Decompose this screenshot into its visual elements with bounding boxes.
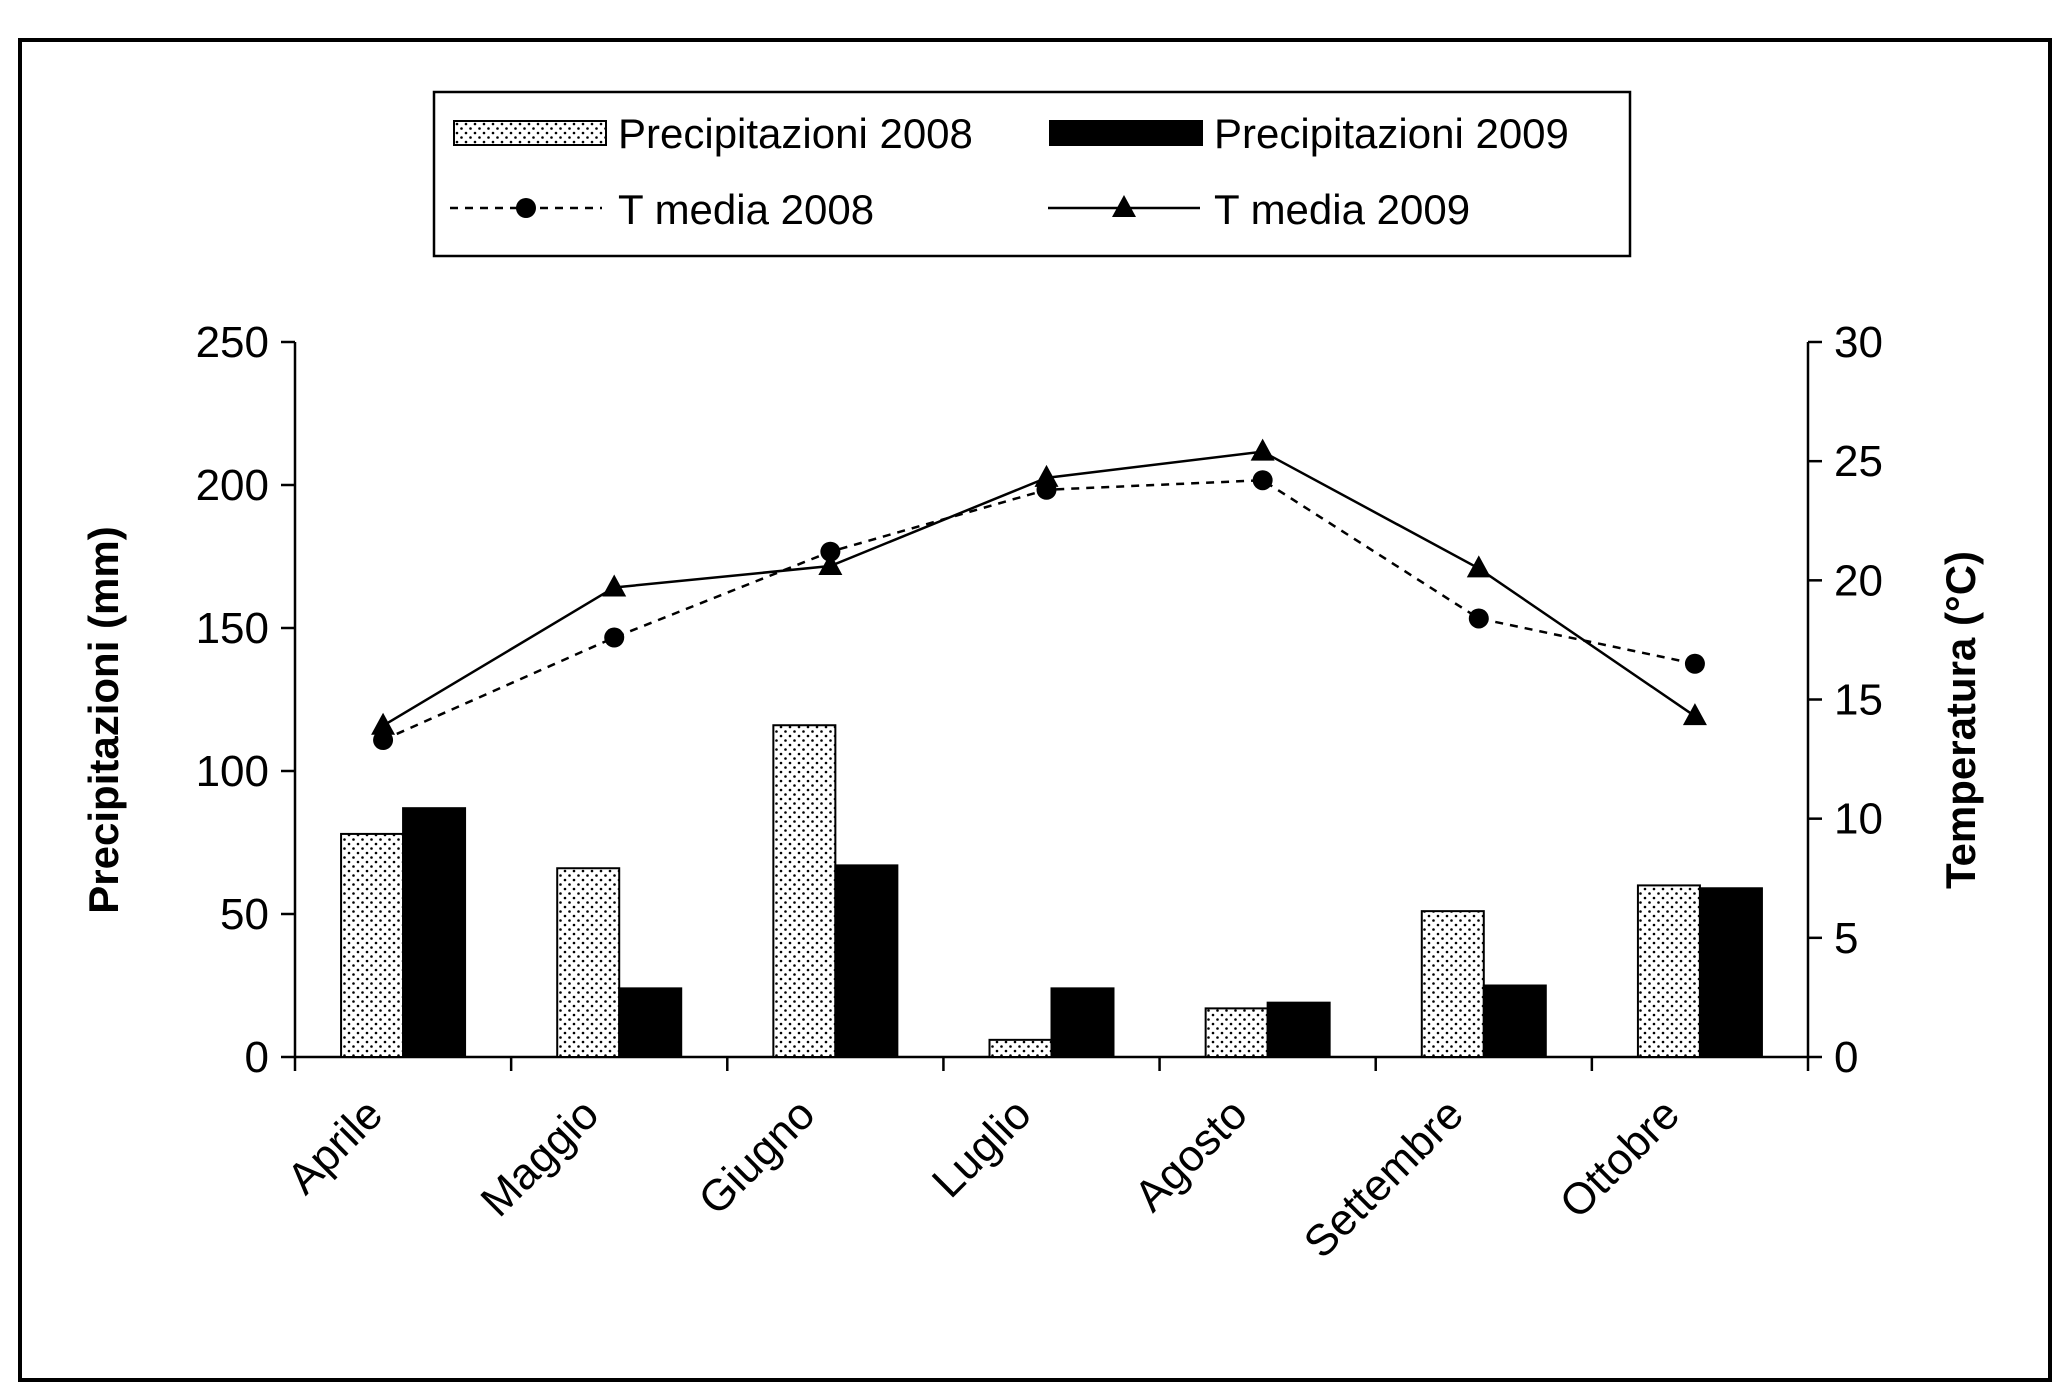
bar-precip-2009 bbox=[1266, 1001, 1331, 1058]
y-tick-label-left: 200 bbox=[196, 461, 269, 510]
bar-precip-2009 bbox=[1698, 887, 1763, 1059]
bars bbox=[340, 724, 1763, 1059]
bar-precip-2008 bbox=[772, 724, 837, 1058]
temperature-lines bbox=[371, 438, 1707, 751]
bar-precip-2009 bbox=[834, 864, 899, 1058]
bar-precip-2008 bbox=[1204, 1007, 1269, 1059]
y-tick-label-right: 5 bbox=[1834, 914, 1858, 963]
marker-tmedia-2009 bbox=[602, 574, 627, 597]
y-tick-label-right: 20 bbox=[1834, 556, 1883, 605]
bar-precip-2008 bbox=[556, 867, 621, 1058]
bar-precip-2008 bbox=[1636, 884, 1701, 1059]
bar-precip-2008 bbox=[340, 832, 405, 1058]
y-tick-label-left: 100 bbox=[196, 747, 269, 796]
y-tick-label-right: 0 bbox=[1834, 1033, 1858, 1082]
legend-label-precip-2009: Precipitazioni 2009 bbox=[1214, 110, 1569, 157]
bar-precip-2009 bbox=[402, 807, 467, 1058]
marker-tmedia-2009 bbox=[1682, 703, 1707, 726]
marker-tmedia-2009 bbox=[1250, 438, 1275, 461]
bar-precip-2009 bbox=[1050, 987, 1115, 1058]
bar-precip-2008 bbox=[988, 1038, 1053, 1058]
chart-frame bbox=[18, 38, 2052, 1382]
legend-swatch-precip-2008 bbox=[453, 120, 607, 146]
marker-tmedia-2008 bbox=[373, 730, 394, 751]
legend-swatch-precip-2009 bbox=[1049, 120, 1203, 146]
legend-box bbox=[432, 90, 1632, 258]
y-tick-label-left: 50 bbox=[220, 890, 269, 939]
legend-marker-tmedia-2008 bbox=[516, 198, 536, 218]
y-tick-label-right: 10 bbox=[1834, 795, 1883, 844]
marker-tmedia-2009 bbox=[1466, 555, 1491, 578]
marker-tmedia-2009 bbox=[371, 712, 396, 735]
legend-marker-tmedia-2009 bbox=[1112, 195, 1136, 217]
marker-tmedia-2008 bbox=[820, 541, 841, 562]
bar-precip-2009 bbox=[618, 987, 683, 1058]
legend-label-tmedia-2009: T media 2009 bbox=[1214, 186, 1470, 233]
legend-label-precip-2008: Precipitazioni 2008 bbox=[618, 110, 973, 157]
y-tick-label-right: 30 bbox=[1834, 318, 1883, 367]
legend-label-tmedia-2008: T media 2008 bbox=[618, 186, 874, 233]
marker-tmedia-2008 bbox=[1468, 608, 1489, 629]
y-tick-label-left: 0 bbox=[245, 1033, 269, 1082]
bar-precip-2008 bbox=[1420, 910, 1485, 1059]
marker-tmedia-2009 bbox=[818, 553, 843, 576]
y-tick-label-left: 250 bbox=[196, 318, 269, 367]
y-axis-right-title: Temperatura (°C) bbox=[1937, 551, 1984, 889]
legend: Precipitazioni 2008 Precipitazioni 2009 … bbox=[432, 90, 1632, 258]
marker-tmedia-2008 bbox=[1252, 470, 1273, 491]
bar-precip-2009 bbox=[1482, 984, 1547, 1058]
y-tick-label-right: 25 bbox=[1834, 437, 1883, 486]
y-tick-label-left: 150 bbox=[196, 604, 269, 653]
y-axis-left-title: Precipitazioni (mm) bbox=[80, 526, 127, 913]
y-tick-label-right: 15 bbox=[1834, 676, 1883, 725]
marker-tmedia-2009 bbox=[1034, 464, 1059, 487]
marker-tmedia-2008 bbox=[604, 627, 625, 648]
marker-tmedia-2008 bbox=[1684, 653, 1705, 674]
